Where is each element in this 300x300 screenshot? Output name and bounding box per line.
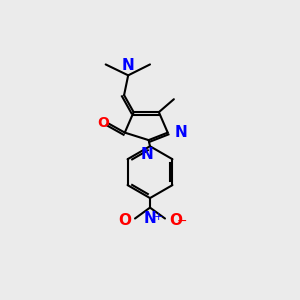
Text: N: N [122, 58, 135, 74]
Text: −: − [177, 215, 188, 228]
Text: +: + [154, 212, 163, 222]
Text: O: O [169, 213, 182, 228]
Text: N: N [175, 125, 187, 140]
Text: O: O [97, 116, 109, 130]
Text: O: O [118, 213, 131, 228]
Text: N: N [140, 147, 153, 162]
Text: N: N [144, 212, 156, 226]
